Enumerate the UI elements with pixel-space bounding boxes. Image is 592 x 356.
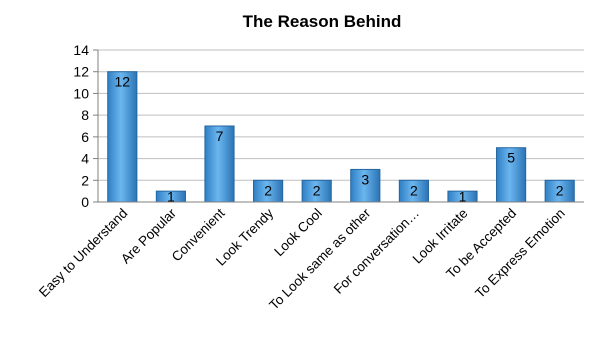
data-label: 2 (264, 182, 272, 198)
y-tick-label: 4 (81, 151, 89, 167)
data-label: 5 (507, 150, 515, 166)
y-tick-label: 2 (81, 172, 89, 188)
y-tick-label: 10 (73, 85, 89, 101)
y-tick-label: 6 (81, 129, 89, 145)
bar (496, 147, 527, 203)
gridlines (98, 49, 584, 181)
x-tick-label: Easy to Understand (36, 206, 130, 300)
data-label: 1 (459, 189, 467, 205)
data-label: 12 (115, 74, 131, 90)
y-axis: 0 2 4 6 8 10 12 14 (73, 42, 99, 210)
data-label: 2 (556, 182, 564, 198)
data-labels: 12 1 7 2 2 3 2 1 5 2 (115, 74, 564, 205)
y-tick-label: 12 (73, 64, 89, 80)
y-tick-label: 8 (81, 107, 89, 123)
bar (107, 71, 138, 203)
data-label: 2 (313, 182, 321, 198)
data-label: 1 (167, 189, 175, 205)
data-label: 2 (410, 182, 418, 198)
data-label: 3 (361, 171, 369, 187)
x-tick-label: For conversation… (331, 206, 422, 297)
bars (107, 71, 575, 203)
y-tick-label: 0 (81, 194, 89, 210)
x-tick-label: To Express Emotion (472, 206, 568, 302)
chart-title: The Reason Behind (243, 12, 402, 31)
y-tick-label: 14 (73, 42, 89, 58)
data-label: 7 (216, 128, 224, 144)
